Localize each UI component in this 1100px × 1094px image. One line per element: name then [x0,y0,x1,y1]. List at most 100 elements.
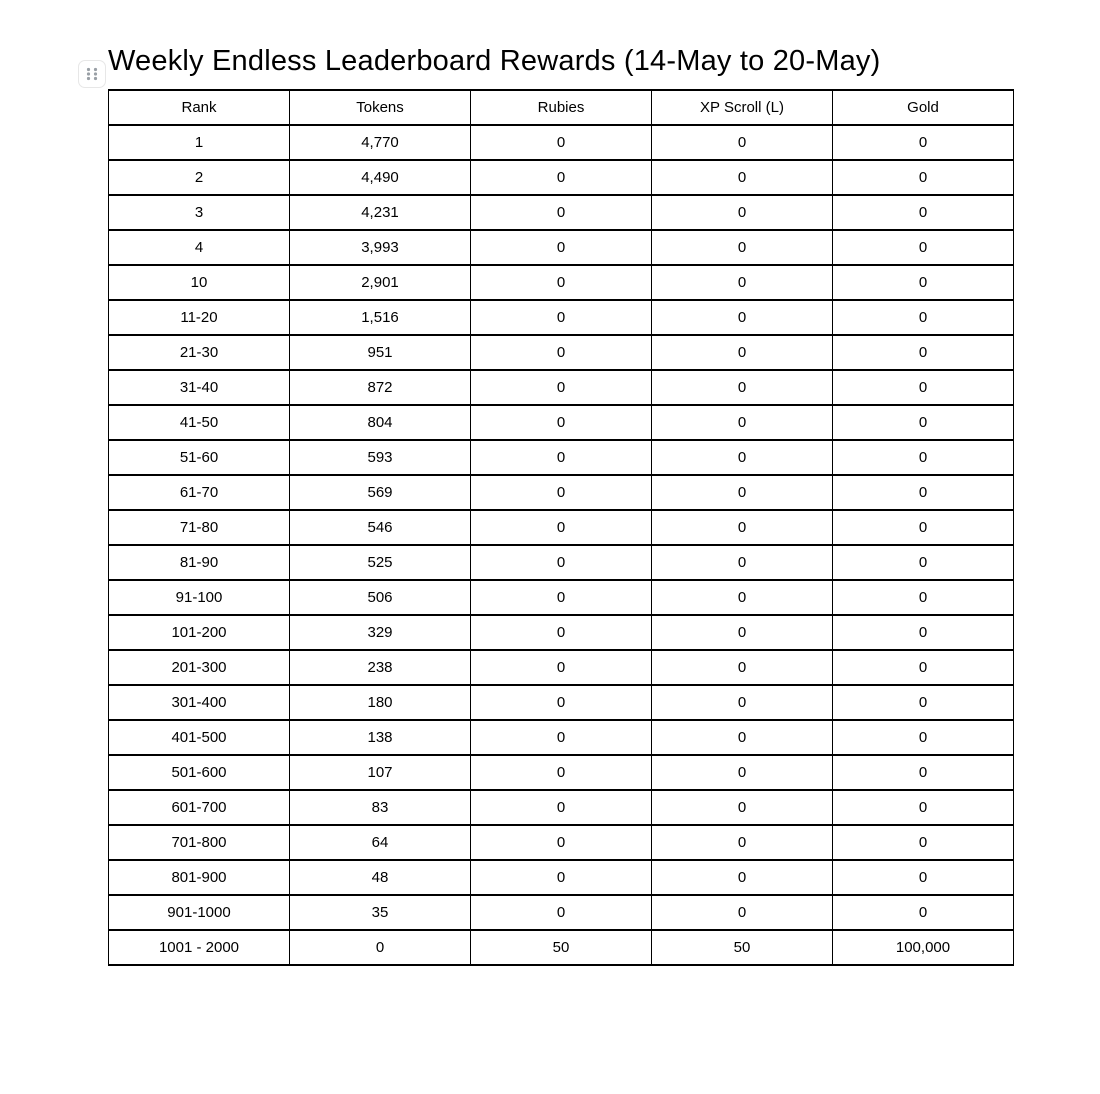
table-row: 301-400 180 0 0 0 [108,684,1014,721]
table-cell: 101-200 [108,614,290,651]
table-row: 21-30 951 0 0 0 [108,334,1014,371]
table-cell: 0 [832,124,1014,161]
table-cell: 10 [108,264,290,301]
table-cell: 0 [832,229,1014,266]
table-cell: 901-1000 [108,894,290,931]
table-cell: 593 [289,439,471,476]
table-cell: 4 [108,229,290,266]
table-cell: 0 [832,719,1014,756]
table-cell: 180 [289,684,471,721]
table-row: 701-800 64 0 0 0 [108,824,1014,861]
table-cell: 0 [832,404,1014,441]
table-cell: 0 [651,614,833,651]
table-cell: 0 [651,754,833,791]
rewards-table-container: Rank Tokens Rubies XP Scroll (L) Gold 1 4,770… [108,89,1014,966]
table-cell: 0 [470,159,652,196]
table-cell: 0 [470,334,652,371]
table-cell: 506 [289,579,471,616]
table-cell: 11-20 [108,299,290,336]
table-cell: 21-30 [108,334,290,371]
table-row: 2 4,490 0 0 0 [108,159,1014,196]
table-cell: 804 [289,404,471,441]
table-cell: 0 [832,509,1014,546]
table-cell: 0 [651,684,833,721]
table-cell: 0 [470,369,652,406]
table-cell: 0 [470,824,652,861]
table-cell: 701-800 [108,824,290,861]
table-cell: 61-70 [108,474,290,511]
table-row: 41-50 804 0 0 0 [108,404,1014,441]
table-cell: 0 [470,299,652,336]
table-cell: 0 [470,719,652,756]
table-row: 201-300 238 0 0 0 [108,649,1014,686]
table-row: 501-600 107 0 0 0 [108,754,1014,791]
table-cell: 0 [832,894,1014,931]
table-cell: 0 [651,194,833,231]
column-header-xp-scroll-l: XP Scroll (L) [651,89,833,126]
table-cell: 0 [832,439,1014,476]
table-cell: 329 [289,614,471,651]
table-cell: 1001 - 2000 [108,929,290,966]
table-row: 901-1000 35 0 0 0 [108,894,1014,931]
table-cell: 0 [651,789,833,826]
table-row: 51-60 593 0 0 0 [108,439,1014,476]
table-cell: 0 [470,439,652,476]
column-header-tokens: Tokens [289,89,471,126]
table-cell: 201-300 [108,649,290,686]
table-cell: 601-700 [108,789,290,826]
table-cell: 0 [470,579,652,616]
table-cell: 301-400 [108,684,290,721]
table-row: 91-100 506 0 0 0 [108,579,1014,616]
table-cell: 0 [651,474,833,511]
table-row: 1001 - 2000 0 50 50 100,000 [108,929,1014,966]
table-cell: 801-900 [108,859,290,896]
table-cell: 0 [470,264,652,301]
table-row: 601-700 83 0 0 0 [108,789,1014,826]
table-cell: 0 [470,614,652,651]
table-cell: 0 [470,229,652,266]
table-cell: 4,770 [289,124,471,161]
header-row: Rank Tokens Rubies XP Scroll (L) Gold [108,89,1014,126]
table-cell: 0 [832,789,1014,826]
table-cell: 50 [651,929,833,966]
table-cell: 0 [832,579,1014,616]
column-header-rubies: Rubies [470,89,652,126]
table-cell: 0 [651,124,833,161]
table-cell: 0 [651,544,833,581]
table-row: 31-40 872 0 0 0 [108,369,1014,406]
table-row: 61-70 569 0 0 0 [108,474,1014,511]
table-cell: 0 [470,859,652,896]
table-cell: 0 [470,789,652,826]
table-cell: 0 [651,649,833,686]
drag-handle[interactable] [78,60,106,88]
table-cell: 138 [289,719,471,756]
table-cell: 0 [470,124,652,161]
table-cell: 0 [651,509,833,546]
table-cell: 0 [832,159,1014,196]
table-row: 4 3,993 0 0 0 [108,229,1014,266]
table-cell: 2 [108,159,290,196]
table-cell: 0 [651,229,833,266]
table-cell: 4,231 [289,194,471,231]
table-cell: 0 [832,369,1014,406]
table-cell: 1,516 [289,299,471,336]
table-cell: 64 [289,824,471,861]
table-cell: 0 [832,754,1014,791]
table-cell: 0 [832,824,1014,861]
table-row: 81-90 525 0 0 0 [108,544,1014,581]
table-cell: 951 [289,334,471,371]
table-cell: 0 [470,474,652,511]
table-row: 11-20 1,516 0 0 0 [108,299,1014,336]
table-cell: 71-80 [108,509,290,546]
table-cell: 4,490 [289,159,471,196]
table-row: 101-200 329 0 0 0 [108,614,1014,651]
table-cell: 3,993 [289,229,471,266]
table-cell: 83 [289,789,471,826]
table-cell: 0 [832,684,1014,721]
table-cell: 0 [289,929,471,966]
table-cell: 0 [470,684,652,721]
table-cell: 0 [651,824,833,861]
table-cell: 0 [470,754,652,791]
table-cell: 0 [832,334,1014,371]
table-row: 3 4,231 0 0 0 [108,194,1014,231]
